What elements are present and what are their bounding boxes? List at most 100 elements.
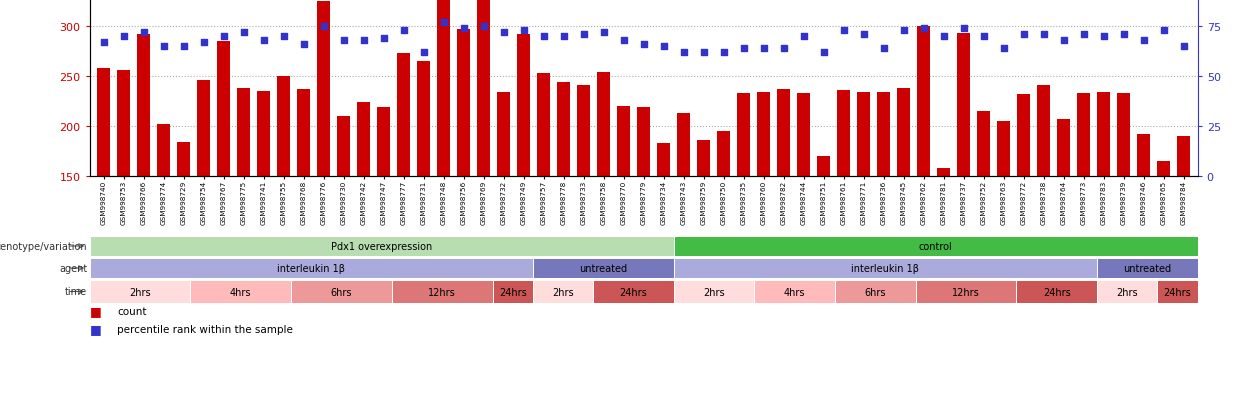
Text: 24hrs: 24hrs bbox=[620, 287, 647, 297]
Bar bbox=[757, 93, 771, 177]
Bar bbox=[317, 2, 330, 177]
Text: percentile rank within the sample: percentile rank within the sample bbox=[117, 324, 293, 334]
Point bbox=[934, 33, 954, 40]
Point bbox=[634, 42, 654, 48]
Point bbox=[133, 30, 153, 36]
Bar bbox=[915, 280, 1016, 303]
Bar bbox=[957, 34, 970, 177]
Bar bbox=[258, 92, 270, 177]
Text: 6hrs: 6hrs bbox=[864, 287, 886, 297]
Point bbox=[93, 40, 113, 46]
Text: 12hrs: 12hrs bbox=[952, 287, 980, 297]
Bar bbox=[417, 62, 431, 177]
Point bbox=[1053, 38, 1073, 44]
Bar bbox=[1097, 93, 1111, 177]
Bar bbox=[618, 107, 630, 177]
Bar bbox=[777, 90, 791, 177]
Point bbox=[773, 45, 793, 52]
Point bbox=[693, 50, 713, 56]
Bar bbox=[1178, 137, 1190, 177]
Bar bbox=[533, 280, 594, 303]
Point bbox=[733, 45, 753, 52]
Point bbox=[994, 45, 1013, 52]
Text: untreated: untreated bbox=[1123, 263, 1172, 273]
Bar bbox=[918, 27, 930, 177]
Point bbox=[1013, 32, 1033, 38]
Bar bbox=[437, 0, 451, 177]
Bar bbox=[217, 42, 230, 177]
Point bbox=[834, 28, 854, 34]
Bar bbox=[997, 122, 1010, 177]
Point bbox=[794, 33, 814, 40]
Bar bbox=[537, 74, 550, 177]
Point bbox=[174, 44, 194, 50]
Bar bbox=[558, 83, 570, 177]
Text: ■: ■ bbox=[90, 323, 101, 336]
Point bbox=[354, 38, 374, 44]
Bar bbox=[397, 54, 410, 177]
Bar bbox=[278, 77, 290, 177]
Point bbox=[1134, 38, 1154, 44]
Text: 6hrs: 6hrs bbox=[331, 287, 352, 297]
Bar bbox=[1016, 280, 1097, 303]
Bar bbox=[117, 71, 131, 177]
Bar bbox=[837, 91, 850, 177]
Point bbox=[153, 44, 173, 50]
Point bbox=[594, 30, 614, 36]
Point bbox=[674, 50, 693, 56]
Text: interleukin 1β: interleukin 1β bbox=[278, 263, 345, 273]
Text: 24hrs: 24hrs bbox=[499, 287, 527, 297]
Point bbox=[453, 26, 473, 32]
Text: genotype/variation: genotype/variation bbox=[0, 242, 87, 252]
Text: 24hrs: 24hrs bbox=[1164, 287, 1191, 297]
Text: time: time bbox=[65, 287, 87, 297]
Point bbox=[874, 45, 894, 52]
Bar bbox=[298, 90, 310, 177]
Point bbox=[494, 30, 514, 36]
Point bbox=[654, 44, 674, 50]
Point bbox=[1033, 32, 1053, 38]
Bar bbox=[190, 280, 291, 303]
Point bbox=[433, 20, 453, 26]
Text: agent: agent bbox=[59, 263, 87, 273]
Bar bbox=[392, 280, 493, 303]
Point bbox=[574, 32, 594, 38]
Bar bbox=[157, 125, 171, 177]
Point bbox=[914, 26, 934, 32]
Bar bbox=[697, 141, 710, 177]
Text: 4hrs: 4hrs bbox=[784, 287, 806, 297]
Text: count: count bbox=[117, 306, 147, 316]
Text: 2hrs: 2hrs bbox=[703, 287, 725, 297]
Bar bbox=[717, 132, 730, 177]
Bar bbox=[1097, 280, 1158, 303]
Bar bbox=[817, 157, 830, 177]
Point bbox=[514, 28, 534, 34]
Bar bbox=[835, 280, 915, 303]
Text: Pdx1 overexpression: Pdx1 overexpression bbox=[331, 242, 432, 252]
Point bbox=[614, 38, 634, 44]
Text: 4hrs: 4hrs bbox=[230, 287, 251, 297]
Bar bbox=[90, 259, 533, 278]
Text: ■: ■ bbox=[90, 305, 101, 318]
Bar bbox=[1158, 280, 1198, 303]
Bar bbox=[737, 94, 751, 177]
Text: 24hrs: 24hrs bbox=[1043, 287, 1071, 297]
Bar bbox=[457, 30, 471, 177]
Bar bbox=[357, 103, 370, 177]
Point bbox=[214, 33, 234, 40]
Point bbox=[753, 45, 773, 52]
Point bbox=[393, 28, 413, 34]
Bar bbox=[977, 112, 990, 177]
Bar bbox=[674, 236, 1198, 256]
Bar bbox=[674, 280, 754, 303]
Point bbox=[814, 50, 834, 56]
Bar bbox=[533, 259, 674, 278]
Bar bbox=[594, 280, 674, 303]
Point bbox=[854, 32, 874, 38]
Point bbox=[534, 33, 554, 40]
Bar bbox=[898, 89, 910, 177]
Point bbox=[554, 33, 574, 40]
Text: 2hrs: 2hrs bbox=[129, 287, 151, 297]
Text: interleukin 1β: interleukin 1β bbox=[852, 263, 919, 273]
Bar bbox=[90, 280, 190, 303]
